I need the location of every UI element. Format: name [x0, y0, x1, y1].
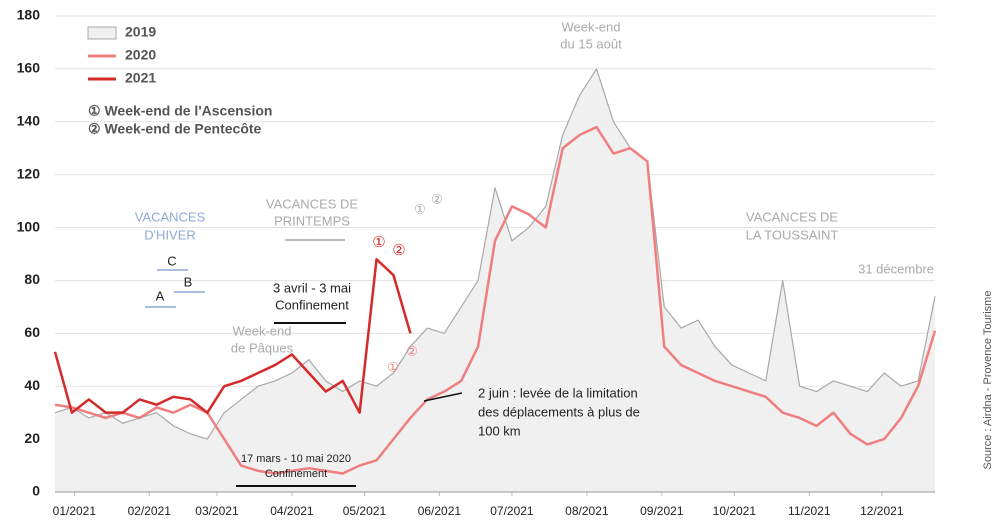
- y-tick-label: 80: [24, 271, 40, 287]
- x-tick-label: 11/2021: [788, 504, 831, 518]
- y-tick-label: 60: [24, 324, 40, 340]
- annotation: ①: [414, 201, 426, 216]
- annotation: C: [167, 253, 176, 268]
- line: [54, 68, 936, 440]
- arrow: [423, 392, 463, 402]
- legend-note: ① Week-end de l'Ascension: [88, 103, 272, 119]
- x-tick-label: 05/2021: [343, 504, 387, 518]
- x-tick-label: 12/2021: [860, 504, 904, 518]
- annotation: Confinement: [265, 468, 327, 480]
- y-tick-label: 20: [24, 430, 40, 446]
- x-tick-label: 02/2021: [128, 504, 172, 518]
- x-tick-label: 08/2021: [565, 504, 609, 518]
- legend-label: 2020: [125, 47, 156, 63]
- y-tick-label: 120: [17, 165, 41, 181]
- annotation: ②: [406, 343, 418, 358]
- x-tick-label: 09/2021: [640, 504, 684, 518]
- legend: 2019 2020 2021 ① Week-end de l'Ascension ② W…: [87, 24, 272, 137]
- annotation: 31 décembre: [858, 261, 934, 276]
- y-tick-label: 40: [24, 377, 40, 393]
- annotation: 3 avril - 3 mai: [273, 280, 351, 295]
- annotation: B: [184, 274, 193, 289]
- annotation: 2 juin : levée de la limitation: [478, 385, 638, 400]
- annotation: Confinement: [275, 297, 349, 312]
- source: Source : Airdna - Provence Tourisme: [982, 291, 994, 470]
- annotation: VACANCES: [135, 209, 206, 224]
- y-tick-label: 140: [17, 112, 41, 128]
- annotation: 17 mars - 10 mai 2020: [241, 453, 351, 465]
- annotation: PRINTEMPS: [274, 213, 350, 228]
- line: [53, 258, 412, 414]
- annotation: 100 km: [478, 423, 521, 438]
- annotation: VACANCES DE: [266, 196, 359, 211]
- x-tick-label: 01/2021: [53, 504, 97, 518]
- x-tick-label: 07/2021: [490, 504, 534, 518]
- x-tick-label: 06/2021: [418, 504, 462, 518]
- annotation: A: [156, 288, 165, 303]
- y-tick-label: 100: [17, 218, 41, 234]
- annotation: Week-end: [561, 19, 620, 34]
- x-tick-label: 03/2021: [195, 504, 239, 518]
- annotation: VACANCES DE: [746, 209, 839, 224]
- legend-label: 2019: [125, 24, 156, 40]
- x-tick-label: 04/2021: [270, 504, 314, 518]
- annotation: du 15 août: [560, 36, 622, 51]
- annotations: Week-end du 15 août VACANCES D'HIVER VAC…: [135, 19, 934, 487]
- y-tick-label: 0: [32, 483, 40, 499]
- annotation: des déplacements à plus de: [478, 404, 640, 419]
- y-tick-label: 160: [17, 60, 41, 76]
- annotation: Week-end: [232, 323, 291, 338]
- annotation: de Pâques: [231, 340, 294, 355]
- y-tick-label: 180: [17, 7, 41, 23]
- x-tick-label: 10/2021: [713, 504, 757, 518]
- line: [54, 125, 937, 475]
- annotation: ②: [431, 191, 443, 206]
- annotation: D'HIVER: [144, 227, 196, 242]
- legend-label: 2021: [125, 70, 156, 86]
- annotation: ②: [392, 242, 405, 259]
- annotation: ①: [387, 359, 399, 374]
- annotation: ①: [372, 234, 385, 251]
- legend-swatch: [87, 26, 117, 40]
- area: [55, 68, 935, 492]
- annotation: LA TOUSSAINT: [746, 227, 839, 242]
- legend-note: ② Week-end de Pentecôte: [88, 121, 262, 137]
